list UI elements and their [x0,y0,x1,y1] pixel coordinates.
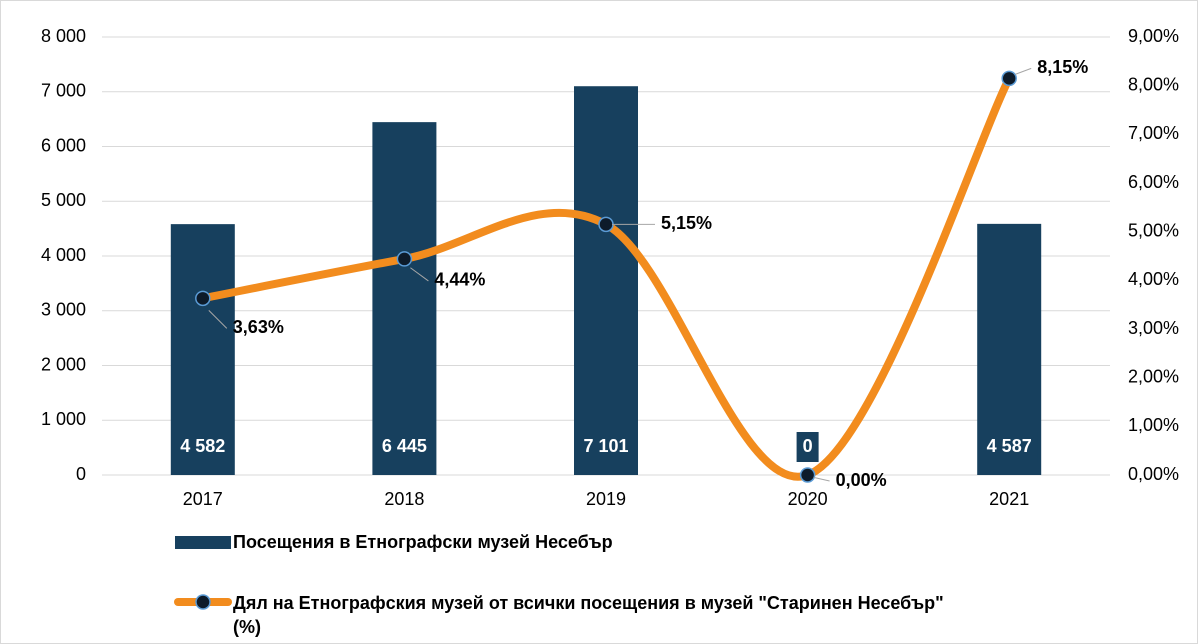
bar-data-label: 6 445 [375,432,433,462]
y-tick-label: 6 000 [41,135,86,155]
x-tick-label: 2019 [586,489,626,509]
line-value-label: 5,15% [661,213,712,233]
bar [372,122,437,475]
y-tick-label: 0 [76,464,86,484]
y-tick-label: 7 000 [41,81,86,101]
bar-label-box [577,432,635,462]
leader-line [208,309,228,329]
y2-tick-label: 2,00% [1128,366,1179,386]
x-tick-label: 2018 [384,489,424,509]
line-marker [195,290,211,307]
bar-label-box [174,432,232,462]
x-tick-label: 2017 [183,489,223,509]
y2-tick-label: 9,00% [1128,26,1179,46]
leader-line [1015,67,1032,75]
y2-tick-label: 0,00% [1128,464,1179,484]
bar-data-label: 4 582 [174,432,232,462]
leader-line [410,267,429,282]
leader-line [813,476,830,482]
line-value-label: 0,00% [836,470,887,490]
y2-tick-label: 7,00% [1128,123,1179,143]
legend-swatch-bar [175,536,231,549]
y2-tick-label: 6,00% [1128,172,1179,192]
bar-data-label: 4 587 [980,432,1038,462]
line-value-label: 3,63% [233,317,284,337]
legend-label-line: Дял на Етнографския музей от всички посе… [233,593,949,613]
line-value-label: 8,15% [1037,57,1088,77]
y2-tick-label: 1,00% [1128,415,1179,435]
bar-value-label: 4 587 [987,436,1032,456]
line-marker [598,216,614,233]
legend-label: Дял на Етнографския музей от всички посе… [233,593,949,637]
line [198,74,1014,481]
bar-value-label: 0 [803,436,813,456]
y2-tick-label: 3,00% [1128,318,1179,338]
bar-value-label: 7 101 [583,436,628,456]
line-marker [799,467,816,483]
bar-value-label: 4 582 [180,436,225,456]
y2-tick-label: 5,00% [1128,220,1179,240]
legend-swatch-marker [195,594,211,610]
x-tick-label: 2020 [788,489,828,509]
bar-value-label: 6 445 [382,436,427,456]
y-tick-label: 5 000 [41,190,86,210]
bar-label-box [375,432,433,462]
bar-label-box [796,432,819,462]
line-marker [1001,70,1017,87]
y2-tick-label: 8,00% [1128,74,1179,94]
legend-label-line: (%) [233,617,261,637]
bar-data-label: 7 101 [577,432,635,462]
x-tick-label: 2021 [989,489,1029,509]
y2-tick-label: 4,00% [1128,269,1179,289]
bar-label-box [980,432,1038,462]
y-tick-label: 1 000 [41,409,86,429]
y-tick-label: 3 000 [41,300,86,320]
legend-label: Посещения в Етнографски музей Несебър [233,532,613,552]
y-tick-label: 8 000 [41,26,86,46]
line-value-label: 4,44% [434,270,485,290]
line-marker [396,251,413,267]
y-tick-label: 4 000 [41,245,86,265]
bar-data-label: 0 [796,432,819,462]
bar [574,86,638,476]
y-tick-label: 2 000 [41,354,86,374]
